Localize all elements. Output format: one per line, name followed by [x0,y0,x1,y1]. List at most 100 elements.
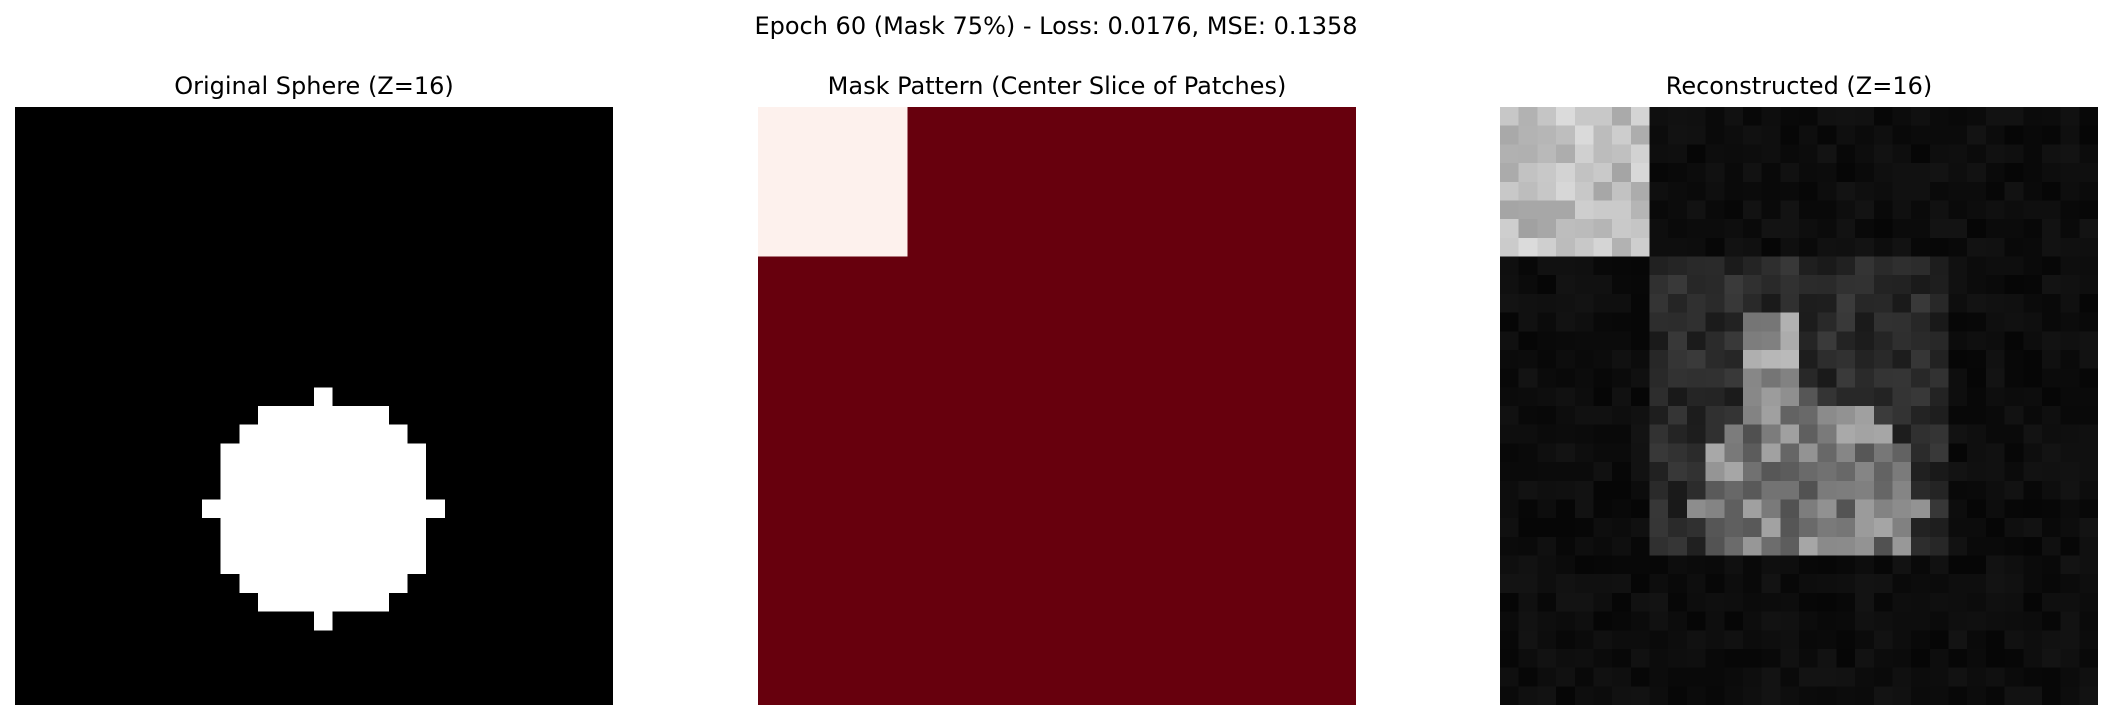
recon-pixel [2004,387,2024,406]
recon-pixel [1593,574,1613,593]
recon-pixel [1855,312,1874,332]
recon-pixel [1537,368,1557,388]
recon-pixel [1518,555,1538,575]
recon-pixel [1537,387,1557,406]
recon-pixel [1873,592,1893,612]
recon-pixel [1761,630,1781,649]
recon-pixel [2060,686,2080,705]
recon-pixel [2060,630,2080,649]
recon-pixel [1705,275,1725,294]
recon-pixel [1911,163,1930,182]
recon-pixel [1799,443,1818,463]
recon-pixel [1630,125,1650,145]
recon-pixel [1574,686,1594,705]
recon-pixel [1668,349,1687,369]
recon-pixel [1500,518,1519,537]
recon-pixel [1612,387,1631,406]
recon-pixel [2004,256,2024,276]
reconstructed-title: Reconstructed (Z=16) [1665,72,1933,100]
recon-pixel [2023,125,2042,145]
recon-pixel [2060,462,2080,481]
recon-pixel [1985,480,2005,500]
recon-pixel [1929,107,1949,126]
recon-pixel [1780,256,1799,276]
recon-pixel [1724,648,1743,668]
recon-pixel [1537,424,1557,444]
recon-pixel [1742,630,1762,649]
recon-pixel [2004,275,2024,294]
recon-pixel [1761,275,1781,294]
recon-pixel [1518,499,1538,519]
recon-pixel [1556,331,1575,350]
recon-pixel [1556,163,1575,182]
recon-pixel [1574,107,1594,126]
recon-pixel [2060,200,2080,220]
recon-pixel [1686,237,1706,257]
recon-pixel [1799,349,1818,369]
recon-pixel [2041,555,2061,575]
recon-pixel [1892,574,1912,593]
recon-pixel [1537,256,1557,276]
recon-pixel [2060,312,2080,332]
recon-pixel [1668,163,1687,182]
recon-pixel [1911,480,1930,500]
recon-pixel [1705,424,1725,444]
recon-pixel [1892,107,1912,126]
sphere-row [314,611,333,631]
recon-pixel [1612,424,1631,444]
recon-pixel [1799,368,1818,388]
recon-pixel [1911,237,1930,257]
recon-pixel [1780,125,1799,145]
recon-pixel [1836,536,1856,556]
recon-pixel [1705,499,1725,519]
recon-pixel [2004,499,2024,519]
recon-pixel [1799,293,1818,313]
recon-pixel [1911,293,1930,313]
masked-patch [758,406,908,556]
recon-pixel [1799,181,1818,201]
recon-pixel [1649,574,1669,593]
recon-pixel [1892,443,1912,463]
recon-pixel [1668,312,1687,332]
recon-pixel [1630,237,1650,257]
recon-pixel [1967,611,1986,631]
recon-pixel [1799,574,1818,593]
recon-pixel [1500,331,1519,350]
recon-pixel [1929,237,1949,257]
recon-pixel [2023,181,2042,201]
recon-pixel [1911,686,1930,705]
recon-pixel [1985,107,2005,126]
recon-pixel [1630,387,1650,406]
recon-pixel [2004,144,2024,164]
recon-pixel [1855,256,1874,276]
recon-pixel [1612,331,1631,350]
recon-pixel [2004,462,2024,481]
recon-pixel [2041,648,2061,668]
recon-pixel [1500,144,1519,164]
recon-pixel [1593,200,1613,220]
recon-pixel [1724,349,1743,369]
recon-pixel [1556,630,1575,649]
recon-pixel [1929,424,1949,444]
recon-pixel [1892,555,1912,575]
recon-pixel [1630,686,1650,705]
recon-pixel [1911,200,1930,220]
recon-pixel [1574,200,1594,220]
recon-pixel [1873,181,1893,201]
recon-pixel [1948,237,1968,257]
recon-pixel [1911,555,1930,575]
recon-pixel [1967,499,1986,519]
recon-pixel [1593,275,1613,294]
recon-pixel [1574,331,1594,350]
recon-pixel [1649,555,1669,575]
recon-pixel [1873,555,1893,575]
recon-pixel [1630,443,1650,463]
recon-pixel [1500,648,1519,668]
recon-pixel [1500,480,1519,500]
recon-pixel [2004,443,2024,463]
recon-pixel [1518,518,1538,537]
recon-pixel [1518,181,1538,201]
recon-pixel [1649,630,1669,649]
recon-pixel [1911,611,1930,631]
recon-pixel [1556,406,1575,425]
